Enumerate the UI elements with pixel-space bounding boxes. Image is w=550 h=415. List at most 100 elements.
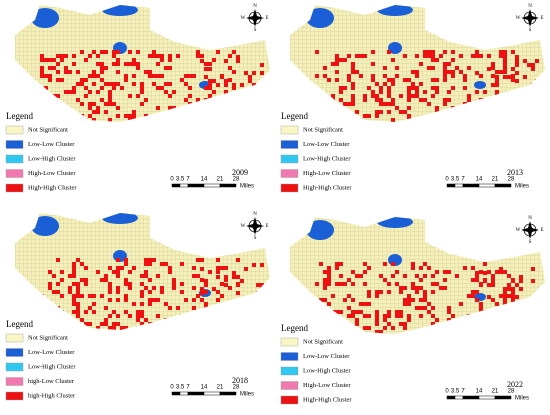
high-high-cell: [419, 62, 423, 66]
high-high-cell: [44, 314, 48, 318]
high-high-cell: [495, 90, 499, 94]
high-high-cell: [92, 102, 96, 106]
compass: N E S W: [516, 4, 544, 33]
high-high-cell: [168, 306, 172, 310]
high-high-cell: [515, 55, 519, 59]
high-high-cell: [379, 110, 383, 114]
high-high-cell: [216, 275, 220, 279]
high-high-cell: [208, 98, 212, 102]
high-high-cell: [407, 98, 411, 102]
high-high-cell: [180, 326, 184, 330]
high-high-cell: [375, 110, 379, 114]
high-high-cell: [76, 314, 80, 318]
high-high-cell: [335, 78, 339, 82]
high-high-cell: [351, 86, 355, 90]
high-high-cell: [52, 66, 56, 70]
high-high-cell: [136, 94, 140, 98]
high-high-cell: [56, 78, 60, 82]
high-high-cell: [84, 118, 88, 122]
high-high-cell: [403, 298, 407, 302]
scale-segment: [179, 183, 189, 188]
high-high-cell: [240, 279, 244, 283]
high-high-cell: [192, 114, 196, 118]
high-high-cell: [76, 306, 80, 310]
high-high-cell: [347, 294, 351, 298]
high-high-cell: [204, 318, 208, 322]
high-high-cell: [148, 118, 152, 122]
high-high-cell: [423, 50, 427, 54]
high-high-cell: [76, 310, 80, 314]
high-high-cell: [72, 114, 76, 118]
high-high-cell: [224, 59, 228, 63]
high-high-cell: [168, 270, 172, 274]
high-high-cell: [327, 266, 331, 270]
high-high-cell: [391, 118, 395, 122]
high-high-cell: [351, 70, 355, 74]
high-high-cell: [204, 290, 208, 294]
high-high-cell: [152, 286, 156, 290]
high-high-cell: [491, 275, 495, 279]
high-high-cell: [347, 74, 351, 78]
high-high-cell: [491, 74, 495, 78]
high-high-cell: [76, 70, 80, 74]
high-high-cell: [232, 86, 236, 90]
high-high-cell: [435, 78, 439, 82]
high-high-cell: [236, 55, 240, 59]
high-high-cell: [515, 63, 519, 67]
high-high-cell: [160, 118, 164, 122]
legend-label: High-High Cluster: [303, 396, 352, 403]
high-high-cell: [443, 278, 447, 282]
compass-label: E: [540, 228, 543, 233]
high-high-cell: [315, 318, 319, 322]
high-high-cell: [76, 282, 80, 286]
high-high-cell: [116, 298, 120, 302]
high-high-cell: [76, 258, 80, 262]
high-high-cell: [463, 78, 467, 82]
high-high-cell: [315, 118, 319, 122]
high-high-cell: [256, 283, 260, 287]
high-high-cell: [479, 74, 483, 78]
high-high-cell: [367, 266, 371, 270]
high-high-cell: [451, 50, 455, 54]
high-high-cell: [451, 330, 455, 334]
high-high-cell: [104, 110, 108, 114]
high-high-cell: [503, 70, 507, 74]
high-high-cell: [128, 270, 132, 274]
high-high-cell: [224, 306, 228, 310]
high-high-cell: [407, 86, 411, 90]
high-high-cell: [140, 86, 144, 90]
high-high-cell: [192, 306, 196, 310]
high-high-cell: [471, 278, 475, 282]
high-high-cell: [363, 302, 367, 306]
high-high-cell: [260, 63, 264, 67]
high-high-cell: [415, 306, 419, 310]
high-high-cell: [383, 326, 387, 330]
high-high-cell: [363, 282, 367, 286]
high-high-cell: [315, 282, 319, 286]
high-high-cell: [395, 74, 399, 78]
scale-tick-label: 28: [508, 177, 515, 183]
high-high-cell: [228, 66, 232, 70]
high-high-cell: [148, 298, 152, 302]
high-high-cell: [371, 78, 375, 82]
high-high-cell: [80, 50, 84, 54]
high-high-cell: [391, 98, 395, 102]
high-high-cell: [475, 50, 479, 54]
high-high-cell: [371, 74, 375, 78]
compass-star: [246, 217, 264, 235]
high-high-cell: [84, 86, 88, 90]
high-high-cell: [411, 70, 415, 74]
high-high-cell: [507, 75, 511, 79]
high-high-cell: [252, 83, 256, 87]
high-high-cell: [92, 118, 96, 122]
high-high-cell: [475, 278, 479, 282]
high-high-cell: [503, 290, 507, 294]
legend-swatch: [5, 183, 24, 193]
high-high-cell: [140, 274, 144, 278]
high-high-cell: [92, 310, 96, 314]
high-high-cell: [124, 282, 128, 286]
high-high-cell: [335, 266, 339, 270]
high-high-cell: [371, 62, 375, 66]
high-high-cell: [40, 54, 44, 58]
high-high-cell: [80, 78, 84, 82]
